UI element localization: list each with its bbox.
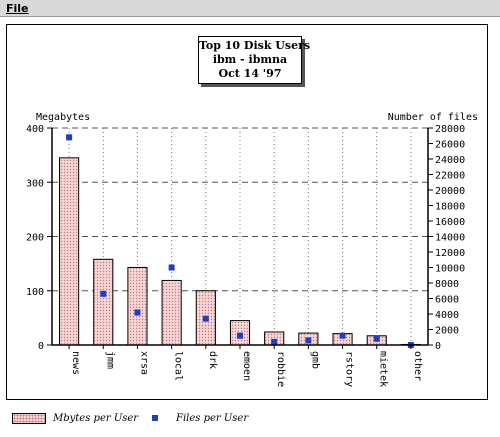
y-right-tick-label: 20000	[435, 186, 465, 197]
x-tick-label-drk: drk	[207, 351, 218, 369]
bar-local	[161, 279, 182, 346]
point-news	[66, 134, 73, 141]
y-right-tick-label: 18000	[435, 202, 465, 213]
x-tick-label-jmm: jmm	[104, 351, 115, 369]
y-left-tick-label: 200	[26, 233, 44, 244]
chart-subtitle-2: Oct 14 '97	[218, 67, 282, 80]
point-rstory	[339, 332, 346, 339]
legend-point-label: Files per User	[176, 413, 249, 424]
point-robbie	[271, 338, 278, 345]
point-mietek	[373, 335, 380, 342]
y-left-tick-label: 400	[26, 124, 44, 135]
y-right-tick-label: 24000	[435, 155, 465, 166]
y-right-tick-label: 22000	[435, 171, 465, 182]
legend-bar-swatch	[12, 413, 46, 424]
y-axis-right-label: Number of files	[388, 112, 478, 123]
chart-title-box: Top 10 Disk Users ibm - ibmna Oct 14 '97	[198, 36, 311, 84]
legend-point-swatch	[152, 415, 158, 421]
y-right-tick-label: 6000	[435, 295, 459, 306]
x-tick-label-gmb: gmb	[309, 351, 320, 369]
y-right-tick-label: 14000	[435, 233, 465, 244]
menu-file[interactable]: File	[6, 2, 29, 15]
y-right-tick-label: 2000	[435, 326, 459, 337]
x-tick-label-rstory: rstory	[344, 351, 355, 387]
x-tick-label-other: other	[412, 351, 423, 381]
legend-bar-label: Mbytes per User	[53, 413, 139, 424]
y-left-tick-label: 300	[26, 178, 44, 189]
y-left-tick-label: 0	[38, 341, 44, 352]
x-tick-label-mietek: mietek	[378, 351, 389, 387]
chart-title: Top 10 Disk Users	[199, 39, 311, 52]
x-tick-label-local: local	[173, 351, 184, 381]
point-drk	[202, 315, 209, 322]
y-right-tick-label: 16000	[435, 217, 465, 228]
point-jmm	[100, 290, 107, 297]
point-local	[168, 264, 175, 271]
chart-subtitle-1: ibm - ibmna	[212, 53, 288, 66]
y-right-tick-label: 10000	[435, 264, 465, 275]
y-right-tick-label: 26000	[435, 140, 465, 151]
bar-news	[59, 157, 80, 346]
x-tick-label-news: news	[70, 351, 81, 375]
point-gmb	[305, 337, 312, 344]
x-tick-label-xrsa: xrsa	[138, 351, 149, 375]
point-emoen	[237, 332, 243, 339]
bar-xrsa	[127, 266, 148, 346]
y-right-tick-label: 12000	[435, 248, 465, 259]
y-left-tick-label: 100	[26, 287, 44, 298]
menu-bar: File	[0, 0, 500, 17]
point-xrsa	[134, 309, 141, 316]
x-tick-label-robbie: robbie	[275, 351, 286, 387]
y-right-tick-label: 4000	[435, 310, 459, 321]
legend: Mbytes per User Files per User	[6, 410, 488, 430]
bar-jmm	[93, 258, 114, 346]
y-right-tick-label: 8000	[435, 279, 459, 290]
x-tick-label-emoen: emoen	[241, 351, 252, 381]
y-axis-left-label: Megabytes	[36, 112, 90, 123]
y-right-tick-label: 0	[435, 341, 441, 352]
y-right-tick-label: 28000	[435, 124, 465, 135]
